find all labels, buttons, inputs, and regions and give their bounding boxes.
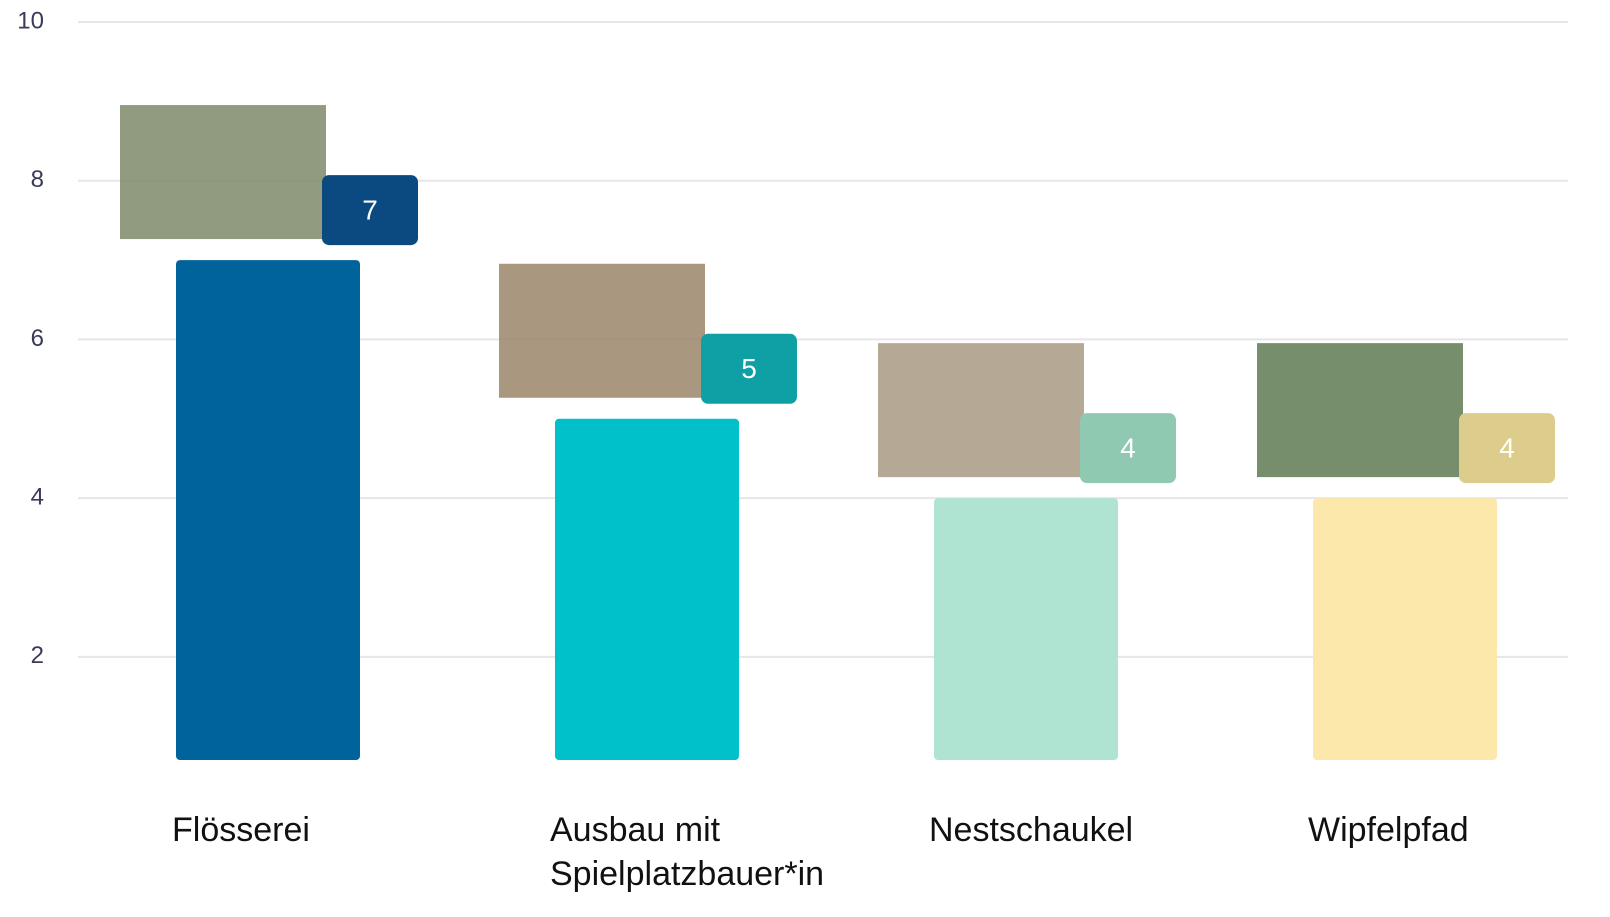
- x-tick-label: Nestschaukel: [929, 808, 1249, 852]
- x-tick-label: Flösserei: [172, 808, 492, 852]
- photo: [499, 264, 705, 398]
- x-tick-label: Ausbau mit Spielplatzbauer*in: [550, 808, 850, 896]
- value-label: 7: [362, 194, 378, 225]
- y-tick-label: 6: [31, 325, 44, 352]
- bar: [555, 419, 739, 760]
- bar: [1313, 498, 1497, 760]
- photo: [120, 105, 326, 239]
- chart: 2 4 6 8 10 7 5 4 4: [0, 0, 1610, 917]
- photo: [878, 343, 1084, 477]
- y-tick-label: 10: [17, 7, 44, 34]
- y-tick-label: 4: [31, 483, 44, 510]
- y-tick-label: 8: [31, 166, 44, 193]
- bar: [176, 260, 360, 760]
- bar: [934, 498, 1118, 760]
- value-label: 4: [1120, 433, 1136, 464]
- chart-page: 2 4 6 8 10 7 5 4 4 Flösserei Ausbau mit Spielplat…: [0, 0, 1610, 917]
- y-tick-label: 2: [31, 642, 44, 669]
- photo: [1257, 343, 1463, 477]
- value-label: 5: [741, 353, 757, 384]
- x-tick-label: Wipfelpfad: [1308, 808, 1610, 852]
- value-label: 4: [1499, 433, 1515, 464]
